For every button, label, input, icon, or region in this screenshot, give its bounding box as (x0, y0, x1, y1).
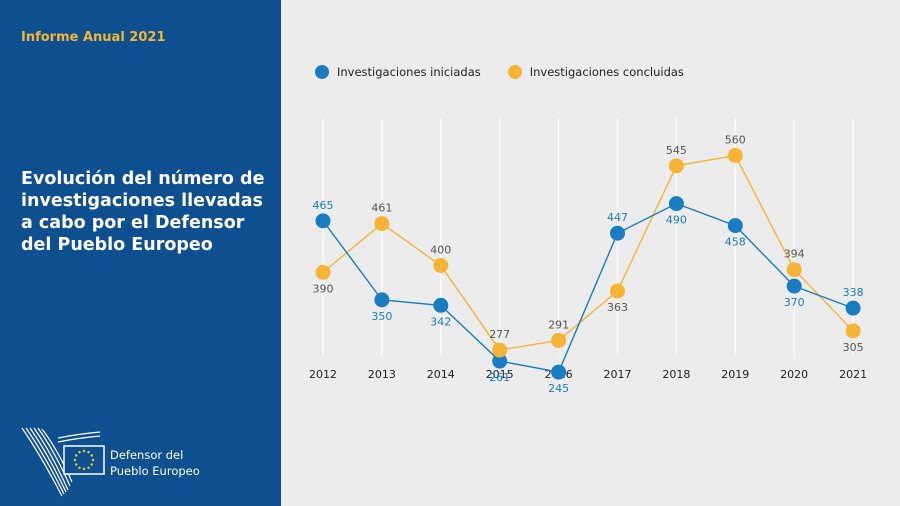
x-tick-label: 2018 (662, 368, 690, 381)
data-label-iniciadas: 245 (548, 382, 569, 395)
x-tick-label: 2013 (368, 368, 396, 381)
data-label-iniciadas: 261 (489, 371, 510, 384)
eu-star (91, 458, 95, 462)
data-point (492, 353, 508, 369)
data-point (668, 196, 684, 212)
data-label-iniciadas: 342 (430, 315, 451, 328)
eu-star (87, 466, 90, 469)
data-label-concluidas: 291 (548, 318, 569, 331)
data-label-iniciadas: 350 (371, 310, 392, 323)
logo-text-line2: Pueblo Europeo (110, 464, 200, 478)
legend-label-concluidas: Investigaciones concluidas (529, 65, 684, 79)
chart-legend: Investigaciones iniciadas Investigacione… (315, 65, 711, 79)
x-tick-label: 2014 (427, 368, 455, 381)
eu-star (75, 454, 78, 457)
data-point (374, 216, 390, 232)
data-point (786, 278, 802, 294)
data-point (845, 323, 861, 339)
legend-label-iniciadas: Investigaciones iniciadas (337, 65, 481, 79)
data-point (374, 292, 390, 308)
data-label-iniciadas: 458 (725, 236, 746, 249)
left-panel (0, 0, 281, 506)
data-point (610, 225, 625, 241)
data-point (315, 213, 331, 229)
data-label-concluidas: 560 (725, 134, 746, 147)
series-line (322, 154, 854, 351)
data-label-concluidas: 545 (666, 144, 687, 157)
data-label-iniciadas: 370 (784, 296, 805, 309)
eu-star (75, 463, 78, 466)
x-tick-label: 2019 (721, 368, 749, 381)
eu-star (78, 451, 81, 454)
data-label-concluidas: 400 (430, 244, 451, 257)
x-tick-label: 2015 (486, 368, 514, 381)
x-tick-label: 2020 (780, 368, 808, 381)
data-point (551, 332, 567, 348)
legend-item-concluidas: Investigaciones concluidas (507, 65, 684, 79)
data-label-concluidas: 305 (843, 341, 864, 354)
report-label: Informe Anual 2021 (21, 30, 166, 45)
data-point (551, 364, 567, 380)
data-point (727, 218, 743, 234)
data-label-iniciadas: 338 (843, 286, 864, 299)
x-tick-label: 2021 (839, 368, 867, 381)
data-point (845, 300, 861, 316)
x-tick-label: 2012 (309, 368, 337, 381)
eu-star (87, 451, 90, 454)
page-title: Evolución del número de investigaciones … (21, 169, 265, 255)
data-point (610, 283, 625, 299)
legend-dot-iniciadas (315, 65, 329, 79)
data-point (786, 262, 802, 278)
logo-text: Defensor del Pueblo Europeo (110, 447, 200, 479)
series-line (322, 202, 854, 373)
data-point (668, 158, 684, 174)
data-point (727, 148, 743, 163)
eu-star (90, 463, 93, 466)
data-point (315, 264, 331, 280)
logo-text-line1: Defensor del (110, 448, 184, 462)
legend-item-iniciadas: Investigaciones iniciadas (315, 65, 481, 79)
eu-star (82, 449, 86, 453)
data-label-iniciadas: 490 (666, 214, 687, 227)
eu-star (73, 458, 77, 462)
eu-star (82, 467, 86, 471)
ombudsman-logo (21, 427, 105, 497)
data-label-concluidas: 390 (313, 282, 334, 295)
data-label-concluidas: 363 (607, 301, 628, 314)
eu-star (90, 454, 93, 457)
x-tick-label: 2017 (604, 368, 632, 381)
data-point (433, 258, 449, 273)
legend-dot-concluidas (507, 65, 522, 79)
data-label-iniciadas: 465 (313, 199, 334, 212)
data-label-iniciadas: 447 (607, 211, 628, 224)
data-label-concluidas: 277 (489, 328, 510, 341)
data-point (492, 342, 508, 358)
data-point (433, 297, 449, 313)
data-label-concluidas: 394 (784, 248, 805, 261)
eu-star (78, 466, 81, 469)
data-label-concluidas: 461 (371, 202, 392, 215)
